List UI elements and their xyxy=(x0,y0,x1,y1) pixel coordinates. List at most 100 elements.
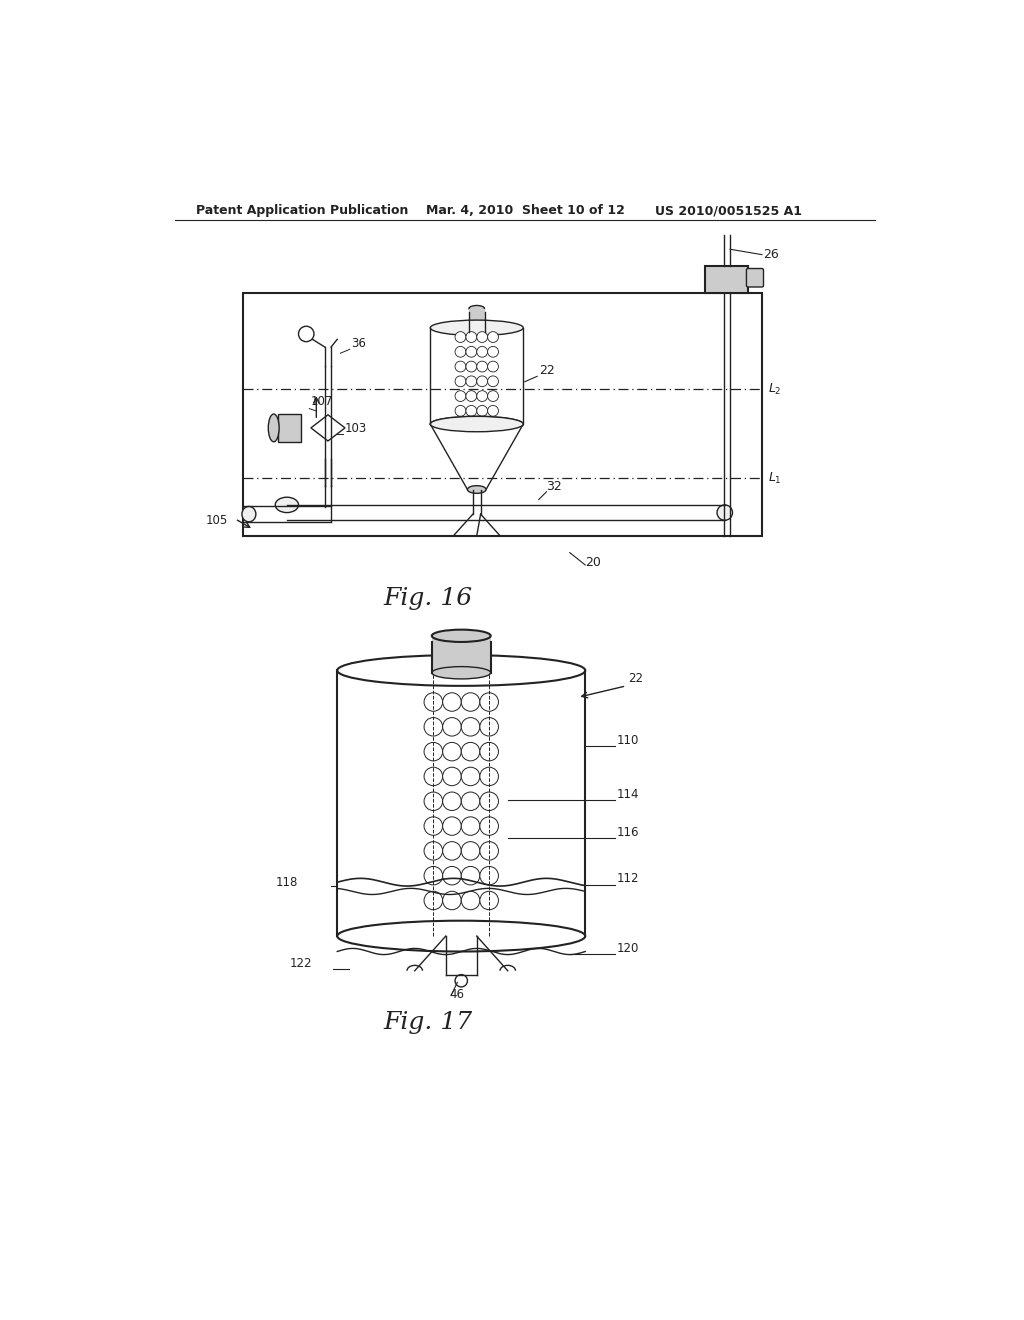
Circle shape xyxy=(461,693,480,711)
Circle shape xyxy=(487,331,499,342)
Text: 112: 112 xyxy=(616,873,639,886)
Text: 122: 122 xyxy=(289,957,311,970)
Circle shape xyxy=(442,742,461,760)
Circle shape xyxy=(480,767,499,785)
Circle shape xyxy=(424,718,442,737)
Circle shape xyxy=(424,817,442,836)
Ellipse shape xyxy=(337,921,586,952)
Circle shape xyxy=(455,974,467,987)
Circle shape xyxy=(442,718,461,737)
Ellipse shape xyxy=(469,305,484,312)
Text: Patent Application Publication: Patent Application Publication xyxy=(197,205,409,218)
Circle shape xyxy=(477,331,487,342)
Circle shape xyxy=(480,842,499,861)
Circle shape xyxy=(424,866,442,884)
Circle shape xyxy=(480,693,499,711)
Circle shape xyxy=(455,391,466,401)
Circle shape xyxy=(461,891,480,909)
Circle shape xyxy=(424,767,442,785)
Circle shape xyxy=(480,866,499,884)
Text: $L_2$: $L_2$ xyxy=(768,381,781,397)
Circle shape xyxy=(461,718,480,737)
Text: 32: 32 xyxy=(547,479,562,492)
Circle shape xyxy=(480,891,499,909)
Circle shape xyxy=(466,331,477,342)
Bar xyxy=(432,636,490,673)
Circle shape xyxy=(455,405,466,416)
Bar xyxy=(469,309,484,331)
Circle shape xyxy=(442,842,461,861)
Circle shape xyxy=(424,742,442,760)
Circle shape xyxy=(461,842,480,861)
Circle shape xyxy=(487,362,499,372)
Text: US 2010/0051525 A1: US 2010/0051525 A1 xyxy=(655,205,802,218)
Circle shape xyxy=(477,391,487,401)
Circle shape xyxy=(487,391,499,401)
Ellipse shape xyxy=(430,416,523,432)
Circle shape xyxy=(480,792,499,810)
Text: 22: 22 xyxy=(539,364,555,378)
Ellipse shape xyxy=(430,321,523,335)
Circle shape xyxy=(466,391,477,401)
Circle shape xyxy=(455,331,466,342)
Text: 46: 46 xyxy=(450,987,465,1001)
Text: 114: 114 xyxy=(616,788,639,800)
Circle shape xyxy=(477,346,487,358)
Circle shape xyxy=(466,405,477,416)
Circle shape xyxy=(424,792,442,810)
Circle shape xyxy=(487,346,499,358)
Text: 105: 105 xyxy=(206,515,227,527)
Ellipse shape xyxy=(337,655,586,686)
FancyBboxPatch shape xyxy=(746,268,764,286)
Circle shape xyxy=(455,346,466,358)
Circle shape xyxy=(466,362,477,372)
Polygon shape xyxy=(311,414,345,441)
Ellipse shape xyxy=(432,667,490,678)
Text: 120: 120 xyxy=(616,941,639,954)
Circle shape xyxy=(442,891,461,909)
Circle shape xyxy=(466,346,477,358)
Text: 107: 107 xyxy=(311,395,333,408)
Circle shape xyxy=(442,817,461,836)
Circle shape xyxy=(442,693,461,711)
Circle shape xyxy=(461,767,480,785)
Circle shape xyxy=(477,376,487,387)
Circle shape xyxy=(466,376,477,387)
Circle shape xyxy=(461,742,480,760)
Circle shape xyxy=(455,376,466,387)
Circle shape xyxy=(461,866,480,884)
Circle shape xyxy=(461,792,480,810)
Circle shape xyxy=(477,362,487,372)
Ellipse shape xyxy=(430,416,523,432)
Circle shape xyxy=(442,866,461,884)
Text: 36: 36 xyxy=(351,337,366,350)
Text: 22: 22 xyxy=(628,672,643,685)
Circle shape xyxy=(424,891,442,909)
Text: 118: 118 xyxy=(276,876,299,890)
Ellipse shape xyxy=(469,329,484,335)
Polygon shape xyxy=(430,424,523,490)
Text: 26: 26 xyxy=(764,248,779,261)
Text: 116: 116 xyxy=(616,826,639,840)
Circle shape xyxy=(480,718,499,737)
Text: Fig. 16: Fig. 16 xyxy=(384,587,473,610)
Text: 110: 110 xyxy=(616,734,639,747)
Text: 103: 103 xyxy=(345,422,368,434)
Ellipse shape xyxy=(242,507,256,521)
Text: Fig. 17: Fig. 17 xyxy=(384,1011,473,1034)
Text: $L_1$: $L_1$ xyxy=(768,470,782,486)
Ellipse shape xyxy=(268,414,280,442)
Ellipse shape xyxy=(467,486,486,494)
Circle shape xyxy=(477,405,487,416)
Ellipse shape xyxy=(432,630,490,642)
Circle shape xyxy=(461,817,480,836)
Text: Mar. 4, 2010  Sheet 10 of 12: Mar. 4, 2010 Sheet 10 of 12 xyxy=(426,205,626,218)
Circle shape xyxy=(487,376,499,387)
Ellipse shape xyxy=(275,498,299,512)
Circle shape xyxy=(480,817,499,836)
Text: 20: 20 xyxy=(586,557,601,569)
Circle shape xyxy=(487,405,499,416)
Circle shape xyxy=(424,842,442,861)
Ellipse shape xyxy=(717,506,732,520)
Bar xyxy=(243,293,762,536)
